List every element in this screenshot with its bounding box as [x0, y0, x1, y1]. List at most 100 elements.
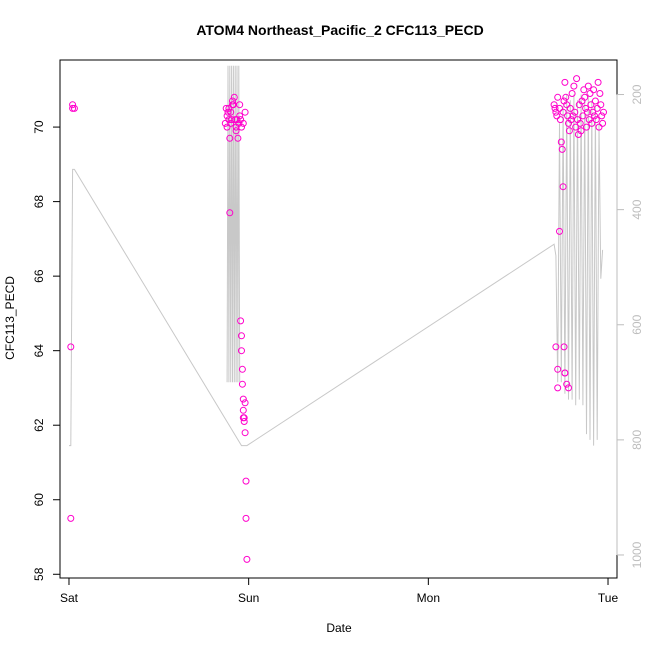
data-point — [584, 82, 592, 90]
y2-tick-label: 1000 — [630, 541, 644, 568]
y-tick-label: 68 — [32, 195, 46, 209]
data-point — [238, 123, 245, 131]
data-point — [551, 104, 559, 112]
data-point — [67, 343, 75, 351]
x-tick-label: Sun — [238, 591, 259, 605]
data-point — [573, 75, 581, 83]
data-point — [577, 127, 585, 135]
depth-profile-line — [69, 94, 604, 447]
data-point — [571, 108, 579, 116]
y-tick-label: 70 — [32, 120, 46, 134]
data-point — [240, 418, 248, 425]
data-point — [597, 101, 605, 109]
y-axis: 58 60 62 64 66 68 70 — [32, 120, 61, 581]
data-point — [580, 86, 588, 94]
data-point — [583, 123, 590, 131]
depth-profile-line-sun — [226, 65, 241, 383]
data-point — [238, 332, 245, 340]
data-point — [568, 90, 576, 97]
data-point — [239, 119, 247, 127]
data-point — [229, 97, 236, 105]
data-point — [579, 112, 587, 120]
data-point — [594, 78, 602, 86]
data-point — [223, 123, 231, 131]
data-point — [238, 380, 246, 388]
data-point — [554, 365, 562, 373]
data-point — [583, 108, 591, 116]
data-point — [561, 78, 569, 86]
data-point — [593, 104, 601, 112]
data-point — [560, 343, 568, 351]
data-point — [557, 138, 565, 146]
data-point — [238, 347, 245, 355]
chart-title: ATOM4 Northeast_Pacific_2 CFC113_PECD — [196, 22, 483, 38]
depth-profile-layer — [69, 65, 604, 447]
data-point — [582, 104, 590, 112]
data-point — [242, 477, 250, 485]
data-point — [224, 108, 232, 116]
data-point — [595, 123, 603, 131]
points-layer — [67, 75, 607, 563]
x-axis-label: Date — [326, 621, 352, 635]
data-point — [556, 227, 563, 235]
y2-tick-label: 600 — [630, 314, 644, 334]
data-point — [223, 112, 231, 120]
data-point — [69, 101, 77, 109]
data-point — [241, 429, 249, 437]
data-point — [226, 209, 234, 217]
data-point — [241, 108, 249, 116]
data-point — [565, 384, 572, 392]
data-point — [550, 101, 558, 109]
y2-tick-label: 200 — [630, 84, 644, 104]
data-point — [563, 101, 571, 109]
y2-tick-label: 400 — [630, 199, 644, 219]
data-point — [592, 116, 600, 124]
data-point — [236, 112, 244, 120]
data-point — [596, 90, 604, 97]
data-point — [222, 104, 230, 112]
data-point — [232, 127, 240, 135]
data-point — [599, 119, 607, 127]
data-point — [590, 86, 598, 94]
data-point — [566, 104, 574, 112]
data-point — [228, 116, 236, 124]
data-point — [241, 399, 249, 407]
y-tick-label: 58 — [32, 567, 46, 581]
data-point — [598, 112, 606, 120]
data-point — [559, 108, 567, 116]
data-point — [239, 395, 247, 403]
data-point — [553, 112, 561, 120]
data-point — [70, 104, 78, 112]
data-point — [556, 104, 563, 112]
data-point — [591, 97, 599, 105]
data-point — [561, 369, 569, 377]
x-axis: Sat Sun Mon Tue — [60, 577, 619, 605]
data-point — [569, 112, 577, 120]
data-point — [227, 108, 235, 116]
data-point — [589, 108, 597, 116]
x-tick-label: Mon — [417, 591, 440, 605]
data-point — [237, 317, 245, 325]
data-point — [239, 406, 247, 414]
data-point — [552, 108, 560, 116]
plot-frame — [59, 59, 618, 579]
x-tick-label: Tue — [598, 591, 619, 605]
data-point — [221, 119, 229, 127]
data-point — [558, 145, 566, 153]
data-point — [227, 119, 235, 127]
data-point — [230, 93, 238, 101]
data-point — [600, 108, 607, 116]
data-point — [588, 119, 596, 127]
data-point — [556, 116, 564, 124]
data-point — [238, 365, 246, 373]
data-point — [587, 101, 595, 109]
y-tick-label: 62 — [32, 418, 46, 432]
data-point — [243, 555, 251, 563]
y-tick-label: 64 — [32, 344, 46, 358]
data-point — [565, 127, 573, 135]
y-axis-label: CFC113_PECD — [3, 276, 17, 360]
data-point — [554, 384, 562, 392]
data-point — [559, 183, 567, 191]
y-tick-label: 66 — [32, 269, 46, 283]
data-point — [554, 93, 562, 101]
